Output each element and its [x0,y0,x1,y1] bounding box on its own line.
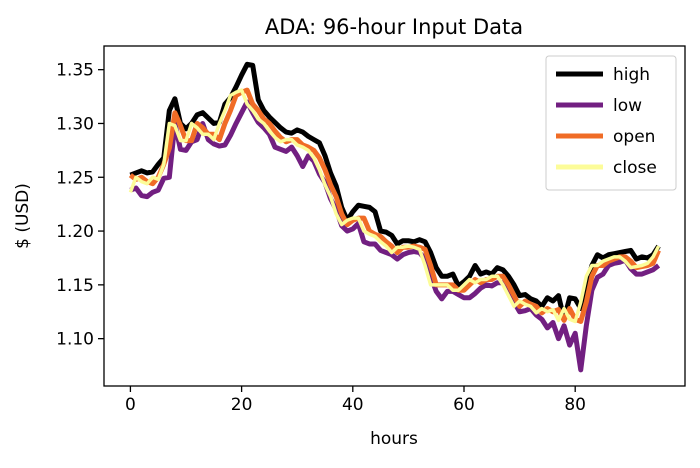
legend: high low open close [545,55,677,191]
x-axis-ticks: 0 20 40 60 80 [125,386,586,415]
x-tick-label: 60 [453,395,475,415]
series-lines [128,61,661,373]
legend-label-open: open [613,127,655,147]
y-tick-label: 1.20 [56,222,94,242]
x-tick-label: 40 [342,395,364,415]
x-axis-label: hours [370,429,418,449]
y-tick-label: 1.35 [56,61,94,81]
series-line-close [128,88,661,324]
x-tick-label: 20 [231,395,253,415]
y-axis-label: $ (USD) [13,183,33,249]
y-tick-label: 1.25 [56,168,94,188]
legend-label-low: low [613,96,642,116]
y-axis-ticks: 1.10 1.15 1.20 1.25 1.30 1.35 [56,61,104,350]
y-tick-label: 1.15 [56,276,94,296]
x-tick-label: 80 [564,395,586,415]
legend-label-close: close [613,158,657,178]
series-line-low [129,99,661,373]
legend-label-high: high [613,65,650,85]
y-tick-label: 1.10 [56,330,94,350]
chart-title: ADA: 96-hour Input Data [265,15,523,39]
plot-frame [103,45,686,387]
y-tick-label: 1.30 [56,114,94,134]
legend-box [545,55,677,191]
x-tick-label: 0 [125,395,136,415]
